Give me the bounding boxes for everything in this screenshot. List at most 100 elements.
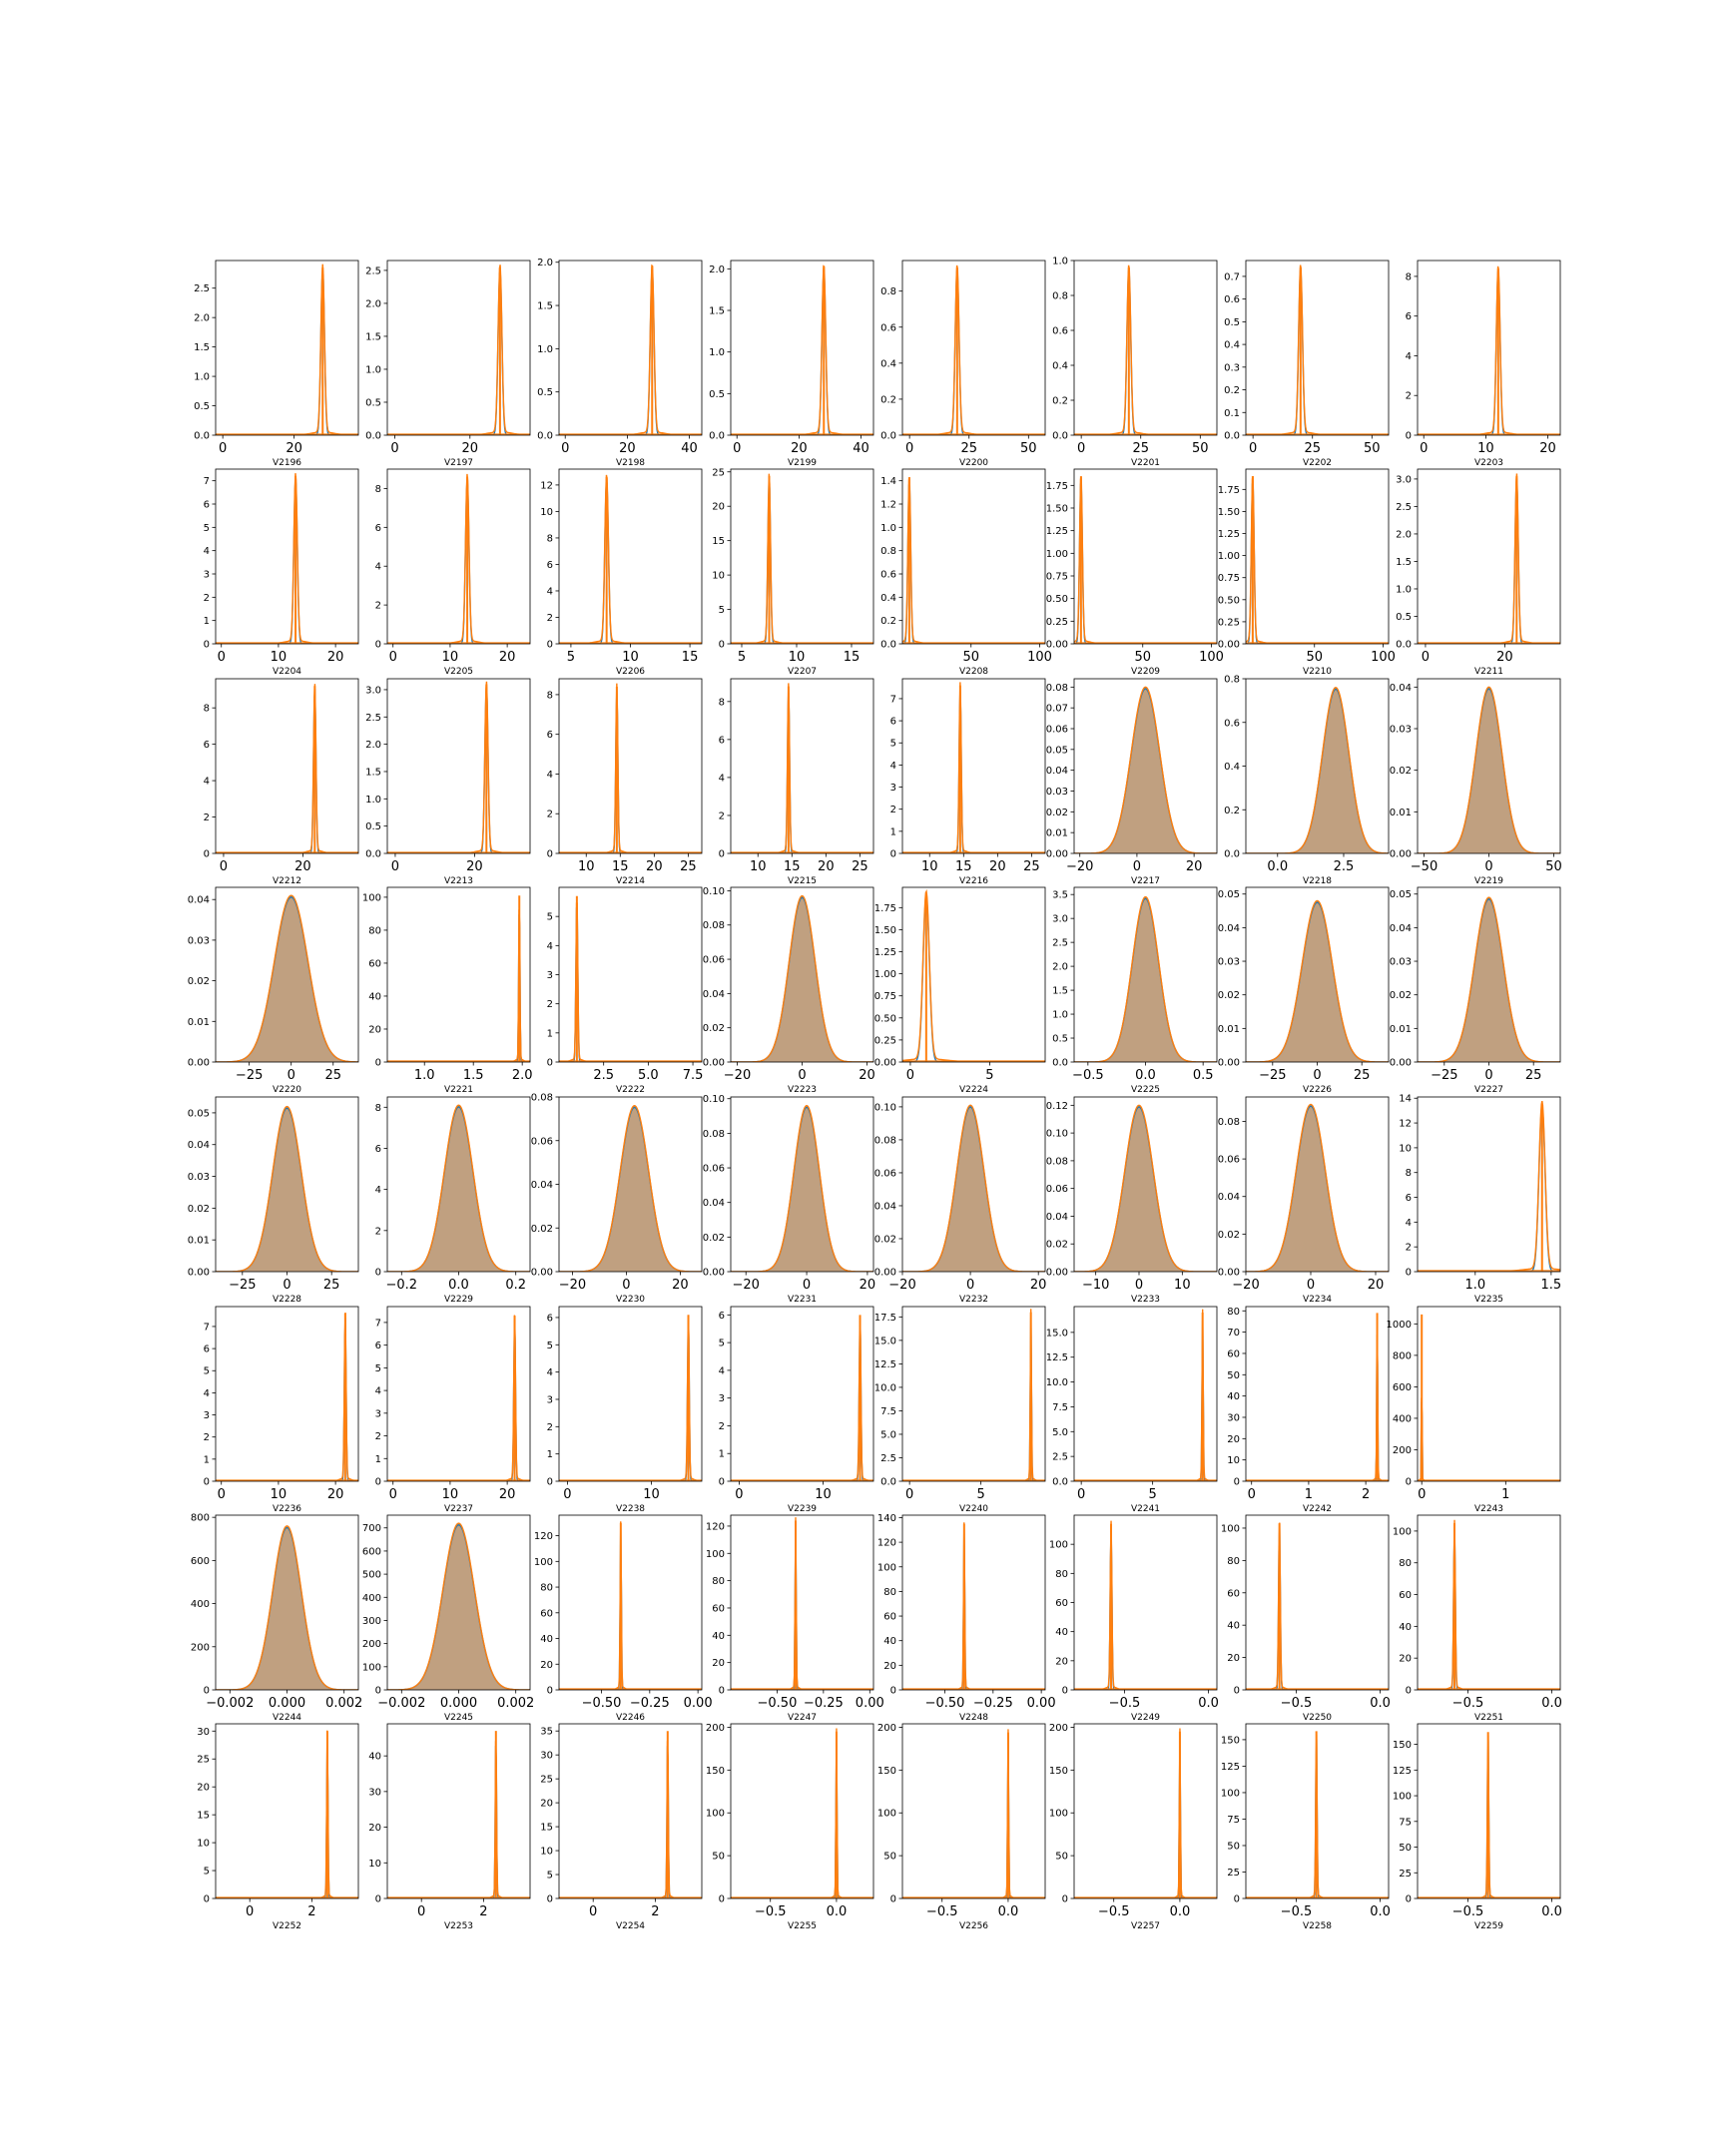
y-tick-label: 4: [547, 1367, 553, 1378]
axes-frame: [1245, 1514, 1390, 1691]
x-tick-label: 20: [499, 650, 516, 665]
plot-area-V2229: [387, 1104, 530, 1272]
x-axis-label: V2235: [1474, 1295, 1503, 1305]
y-tick-label: 1.00: [1046, 549, 1068, 560]
y-tick-label: 1.5: [365, 331, 381, 342]
y-tick-label: 14: [1399, 1094, 1412, 1105]
y-tick-label: 10: [1399, 1143, 1412, 1154]
x-tick-label: −20: [1232, 1278, 1259, 1293]
y-tick-label: 2.5: [365, 713, 381, 724]
subplot-V2245: 0 100 200 300 400 500 600 700 −0.002 0.000 0.002 V2…: [362, 1514, 534, 1723]
y-tick-label: 0.5: [537, 387, 553, 398]
y-tick-label: 0.6: [1052, 326, 1068, 337]
subplot-V2225: 0.0 0.5 1.0 1.5 2.0 2.5 3.0 3.5 −0.5 0.0 0.5 V2225: [1052, 886, 1218, 1095]
y-tick-label: 50: [1055, 1852, 1068, 1863]
subplot-V2212: 0 2 4 6 8 0 20 V2212: [204, 678, 359, 886]
x-axis-label: V2252: [273, 1921, 301, 1931]
x-axis-label: V2201: [1131, 458, 1160, 468]
y-tick-label: 4: [375, 1185, 381, 1196]
y-tick-label: 1.0: [1052, 1010, 1068, 1021]
y-tick-label: 0.4: [880, 593, 896, 604]
y-tick-label: 120: [534, 1531, 553, 1542]
y-tick-label: 200: [362, 1639, 381, 1650]
axes-frame: [730, 1514, 874, 1691]
y-tick-label: 20: [883, 1661, 896, 1672]
plot-area-V2243: [1418, 1314, 1560, 1481]
y-tick-label: 0.6: [1224, 718, 1240, 729]
y-tick-label: 0.02: [188, 1204, 210, 1215]
y-tick-label: 4: [204, 777, 210, 788]
x-tick-label: 0: [1313, 1068, 1321, 1083]
axes-frame: [730, 1723, 874, 1899]
y-tick-label: 20: [712, 1658, 725, 1669]
y-tick-label: 0: [1406, 1477, 1412, 1488]
x-tick-label: 1.0: [414, 1068, 435, 1083]
y-tick-label: 2: [204, 593, 210, 604]
axes-frame: [1417, 1306, 1561, 1482]
x-tick-label: 20: [294, 859, 311, 874]
x-tick-label: 0.0: [1541, 1696, 1562, 1711]
y-tick-label: 20: [1399, 1654, 1412, 1665]
x-axis-label: V2218: [1303, 876, 1332, 886]
axes-frame: [1073, 678, 1218, 854]
y-tick-label: 0: [547, 1477, 553, 1488]
x-axis-label: V2231: [788, 1295, 817, 1305]
y-tick-label: 6: [1406, 311, 1412, 322]
y-tick-label: 0: [890, 849, 896, 860]
x-tick-label: 1.5: [463, 1068, 484, 1083]
x-tick-label: 0: [1249, 441, 1257, 456]
subplot-V2246: 0 20 40 60 80 100 120 −0.50 −0.25 0.00 V2246: [534, 1514, 713, 1723]
x-tick-label: 100: [1371, 650, 1396, 665]
y-tick-label: 0.06: [703, 1164, 725, 1175]
y-tick-label: 0: [547, 1894, 553, 1905]
y-tick-label: 0.10: [1046, 1129, 1068, 1140]
x-tick-label: 0: [218, 1487, 226, 1502]
y-tick-label: 0.05: [1390, 889, 1412, 900]
subplot-V2240: 0.0 2.5 5.0 7.5 10.0 12.5 15.0 17.5 0 5 V2240: [874, 1306, 1046, 1514]
y-tick-label: 0: [890, 1894, 896, 1905]
y-tick-label: 10: [197, 1839, 210, 1850]
y-tick-label: 1.5: [1396, 557, 1412, 568]
y-tick-label: 10.0: [874, 1382, 896, 1393]
x-tick-label: 15: [682, 650, 699, 665]
y-tick-label: 0.04: [1218, 1192, 1240, 1203]
y-tick-label: 0.8: [1224, 675, 1240, 686]
x-tick-label: 20: [818, 859, 835, 874]
y-tick-label: 0.0: [880, 1477, 896, 1488]
y-tick-label: 1.75: [1046, 481, 1068, 492]
subplot-V2210: 0.00 0.25 0.50 0.75 1.00 1.25 1.50 1.75 50 100 V22…: [1218, 468, 1396, 677]
y-tick-label: 2.0: [194, 313, 210, 324]
x-tick-label: 10: [442, 1487, 459, 1502]
y-tick-label: 0.25: [874, 1035, 896, 1046]
axes-frame: [558, 1306, 703, 1482]
y-tick-label: 0.08: [703, 1129, 725, 1140]
y-tick-label: 5: [547, 1871, 553, 1882]
y-tick-label: 2.5: [1052, 938, 1068, 949]
y-tick-label: 150: [706, 1766, 725, 1777]
axes-frame: [1245, 1306, 1390, 1482]
y-tick-label: 0.0: [194, 431, 210, 442]
plot-area-V2209: [1074, 476, 1217, 644]
series-b-line: [387, 1104, 530, 1272]
series-b-line: [387, 473, 530, 644]
subplot-V2230: 0.00 0.02 0.04 0.06 0.08 −20 0 20 V2230: [531, 1093, 703, 1305]
y-tick-label: 7: [890, 694, 896, 705]
density-fill: [387, 1523, 530, 1690]
y-tick-label: 500: [362, 1570, 381, 1581]
y-tick-label: 2: [547, 809, 553, 820]
y-tick-label: 600: [362, 1546, 381, 1557]
y-tick-label: 8: [204, 704, 210, 715]
y-tick-label: 0.00: [703, 1058, 725, 1069]
x-tick-label: 0: [735, 1487, 743, 1502]
y-tick-label: 0.2: [880, 616, 896, 627]
x-tick-label: 0: [1484, 859, 1492, 874]
plot-area-V2210: [1246, 475, 1389, 644]
axes-frame: [1073, 1306, 1218, 1482]
y-tick-label: 80: [368, 925, 381, 936]
y-tick-label: 2.0: [1396, 529, 1412, 540]
y-tick-label: 0.00: [188, 1268, 210, 1279]
plot-area-V2250: [1246, 1522, 1389, 1690]
x-axis-label: V2243: [1474, 1504, 1503, 1514]
series-b-line: [559, 902, 702, 1062]
y-tick-label: 0.08: [703, 920, 725, 931]
